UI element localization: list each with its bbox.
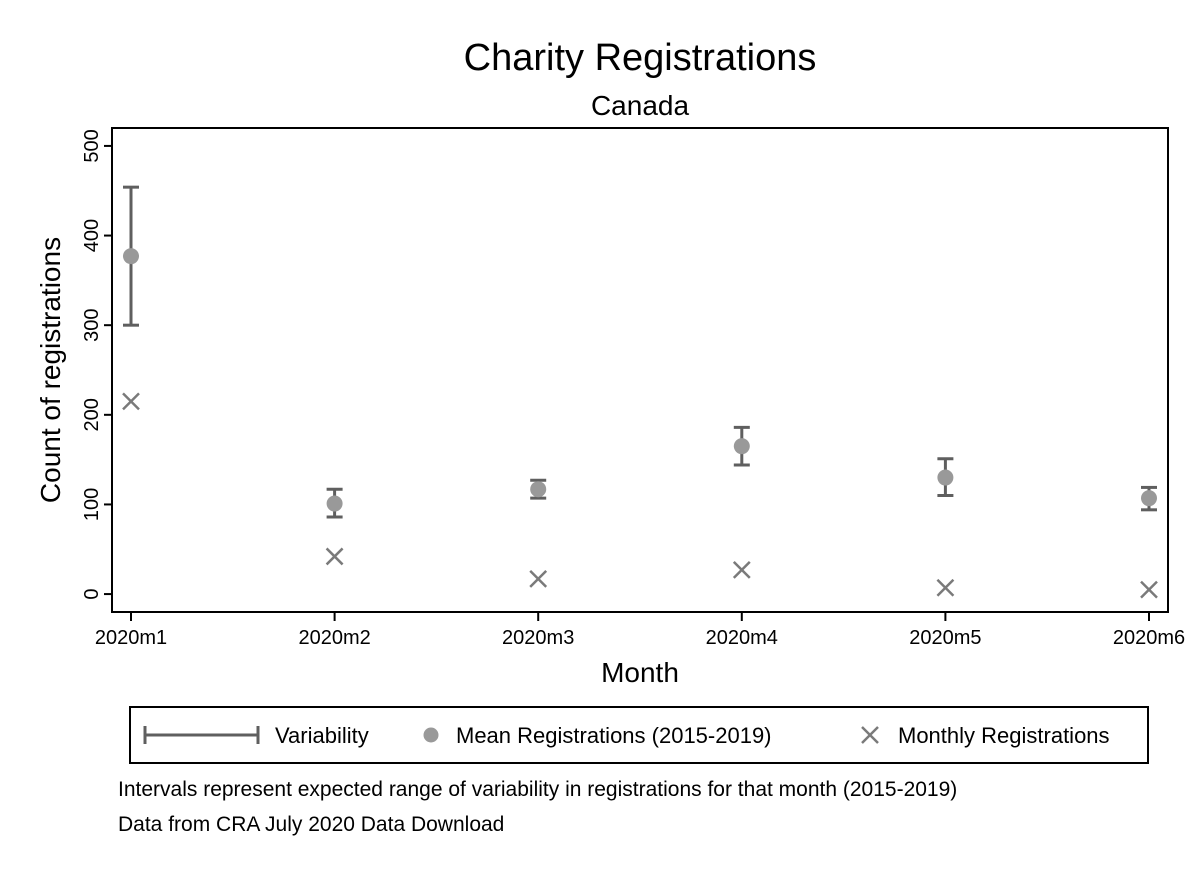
x-axis-title: Month xyxy=(601,657,679,688)
monthly-point-stroke xyxy=(122,392,140,411)
y-tick-label: 200 xyxy=(81,398,103,431)
x-axis: 2020m1 2020m2 2020m3 2020m4 2020m5 2020m6 xyxy=(95,612,1185,649)
chart-note-1: Intervals represent expected range of va… xyxy=(118,778,957,801)
monthly-point xyxy=(1140,580,1158,599)
legend-symbol-mean xyxy=(423,727,439,743)
chart-note-2: Data from CRA July 2020 Data Download xyxy=(118,813,504,836)
legend-label-mean: Mean Registrations (2015-2019) xyxy=(456,723,772,748)
mean-point xyxy=(733,438,750,455)
monthly-point xyxy=(122,392,140,411)
legend-symbol-monthly xyxy=(861,726,879,744)
legend: Variability Mean Registrations (2015-201… xyxy=(129,706,1149,764)
monthly-point xyxy=(732,560,751,579)
x-tick-label: 2020m3 xyxy=(502,627,574,649)
monthly-point xyxy=(325,547,344,566)
mean-point xyxy=(326,495,343,512)
y-tick-label: 300 xyxy=(81,308,103,341)
monthly-point-stroke xyxy=(1140,580,1158,599)
y-axis-title: Count of registrations xyxy=(35,237,66,503)
x-tick-label: 2020m6 xyxy=(1113,627,1185,649)
chart-subtitle: Canada xyxy=(591,90,690,121)
monthly-point-stroke xyxy=(529,569,548,588)
mean-point xyxy=(1141,490,1157,507)
legend-symbol-variability xyxy=(143,726,260,744)
mean-point xyxy=(937,469,954,486)
data-marks xyxy=(122,185,1158,599)
y-tick-label: 400 xyxy=(81,219,103,252)
mean-point xyxy=(123,248,139,265)
monthly-point-stroke xyxy=(732,560,751,579)
y-tick-label: 100 xyxy=(81,488,103,521)
x-tick-label: 2020m1 xyxy=(95,627,167,649)
x-tick-label: 2020m4 xyxy=(706,627,778,649)
legend-label-variability: Variability xyxy=(275,723,369,748)
y-tick-label: 0 xyxy=(81,589,103,600)
monthly-point-stroke xyxy=(325,547,344,566)
plot-frame xyxy=(111,127,1169,613)
legend-box xyxy=(129,706,1149,764)
monthly-point xyxy=(936,578,955,597)
chart-title: Charity Registrations xyxy=(464,37,817,79)
mean-point xyxy=(530,481,547,498)
x-tick-label: 2020m5 xyxy=(909,627,981,649)
legend-label-monthly: Monthly Registrations xyxy=(898,723,1110,748)
monthly-point-stroke xyxy=(936,578,955,597)
y-axis: 0 100 200 300 400 500 xyxy=(81,129,112,600)
monthly-point xyxy=(529,569,548,588)
x-tick-label: 2020m2 xyxy=(298,627,370,649)
y-tick-label: 500 xyxy=(81,129,103,162)
